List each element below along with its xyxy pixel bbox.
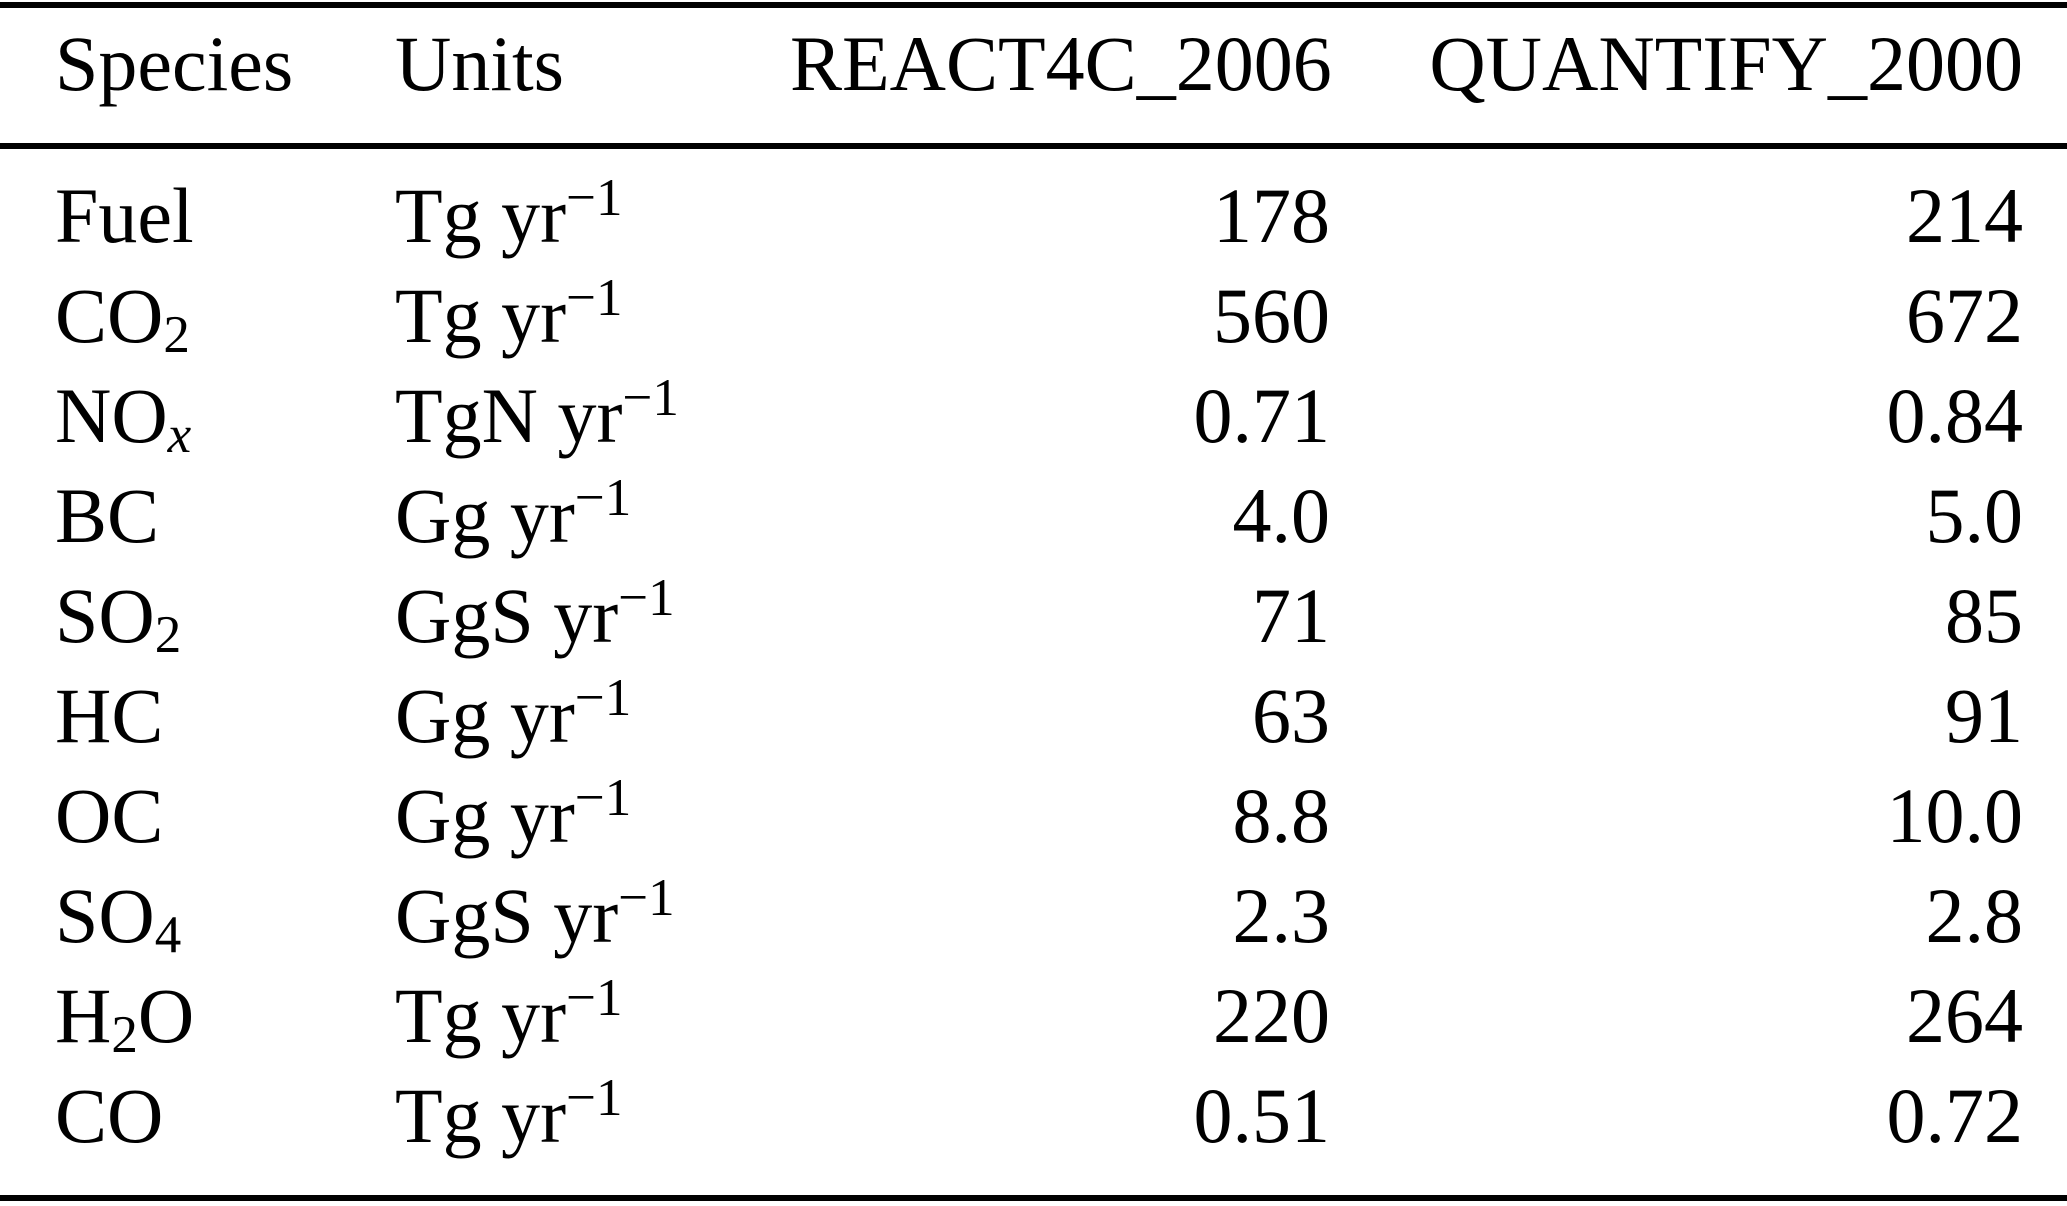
superscript: −1 — [566, 969, 623, 1028]
quantify-2000-value: 0.72 — [1886, 1072, 2024, 1159]
subscript: 2 — [154, 605, 182, 664]
text-segment: Fuel — [55, 172, 194, 259]
units-cell: TgN yr−1 — [395, 372, 790, 455]
superscript: −1 — [622, 369, 679, 428]
text-segment: TgN yr — [395, 372, 623, 459]
table-row: SO4 GgS yr−1 2.3 2.8 — [0, 872, 2067, 962]
quantify-2000-value: 2.8 — [1925, 872, 2024, 959]
column-header-react4c-2006: REACT4C_2006 — [790, 20, 1332, 107]
subscript: 2 — [111, 1005, 138, 1064]
text-segment: CO — [55, 272, 164, 359]
react4c-2006-value: 0.51 — [1193, 1072, 1331, 1159]
superscript: −1 — [574, 469, 632, 528]
text-segment: Tg yr — [395, 972, 567, 1059]
species-cell: SO2 — [55, 577, 395, 662]
quantify-2000-value: 0.84 — [1886, 372, 2024, 459]
text-segment: OC — [55, 772, 164, 859]
superscript: −1 — [566, 1069, 623, 1128]
quantify-2000-value: 5.0 — [1925, 472, 2024, 559]
table-row: SO2 GgS yr−1 71 85 — [0, 572, 2067, 662]
units-cell: Gg yr−1 — [395, 472, 790, 555]
units-cell: Gg yr−1 — [395, 672, 790, 755]
table-row: CO2 Tg yr−1 560 672 — [0, 272, 2067, 362]
table-row: Fuel Tg yr−1 178 214 — [0, 172, 2067, 259]
species-cell: HC — [55, 677, 395, 755]
text-segment: SO — [55, 872, 155, 959]
superscript: −1 — [618, 869, 675, 928]
superscript: −1 — [574, 769, 632, 828]
table-row: H2O Tg yr−1 220 264 — [0, 972, 2067, 1062]
species-cell: NOx — [55, 377, 395, 462]
subscript: x — [167, 405, 192, 464]
text-segment: Gg yr — [395, 472, 575, 559]
text-segment: O — [137, 972, 195, 1059]
react4c-2006-value: 71 — [1252, 572, 1330, 659]
text-segment: HC — [55, 672, 164, 759]
species-cell: OC — [55, 777, 395, 855]
text-segment: Gg yr — [395, 772, 575, 859]
column-header-species: Species — [55, 20, 294, 107]
units-cell: GgS yr−1 — [395, 872, 790, 955]
table-header-rule — [0, 143, 2067, 149]
column-header-units: Units — [395, 20, 565, 107]
quantify-2000-value: 264 — [1906, 972, 2023, 1059]
units-cell: Tg yr−1 — [395, 972, 790, 1055]
units-cell: Tg yr−1 — [395, 172, 790, 255]
text-segment: CO — [55, 1072, 164, 1159]
table-row: CO Tg yr−1 0.51 0.72 — [0, 1072, 2067, 1159]
table-row: HC Gg yr−1 63 91 — [0, 672, 2067, 759]
quantify-2000-value: 672 — [1906, 272, 2023, 359]
species-cell: CO2 — [55, 277, 395, 362]
quantify-2000-value: 85 — [1945, 572, 2023, 659]
species-cell: H2O — [55, 977, 395, 1062]
text-segment: NO — [55, 372, 168, 459]
text-segment: GgS yr — [395, 872, 619, 959]
column-header-quantify-2000: QUANTIFY_2000 — [1429, 20, 2023, 107]
table-bottom-rule — [0, 1195, 2067, 1201]
react4c-2006-value: 560 — [1213, 272, 1330, 359]
subscript: 4 — [154, 905, 182, 964]
text-segment: Tg yr — [395, 1072, 567, 1159]
subscript: 2 — [163, 305, 190, 364]
text-segment: GgS yr — [395, 572, 619, 659]
quantify-2000-value: 214 — [1906, 172, 2023, 259]
table-row: BC Gg yr−1 4.0 5.0 — [0, 472, 2067, 559]
quantify-2000-value: 10.0 — [1886, 772, 2024, 859]
superscript: −1 — [618, 569, 675, 628]
species-cell: Fuel — [55, 177, 395, 255]
text-segment: BC — [55, 472, 160, 559]
text-segment: Tg yr — [395, 172, 567, 259]
react4c-2006-value: 2.3 — [1232, 872, 1331, 959]
react4c-2006-value: 63 — [1252, 672, 1330, 759]
table-row: NOx TgN yr−1 0.71 0.84 — [0, 372, 2067, 462]
units-cell: GgS yr−1 — [395, 572, 790, 655]
table-top-rule — [0, 2, 2067, 8]
units-cell: Tg yr−1 — [395, 1072, 790, 1155]
text-segment: Gg yr — [395, 672, 575, 759]
react4c-2006-value: 0.71 — [1193, 372, 1331, 459]
text-segment: Tg yr — [395, 272, 567, 359]
react4c-2006-value: 220 — [1213, 972, 1330, 1059]
react4c-2006-value: 8.8 — [1232, 772, 1331, 859]
units-cell: Tg yr−1 — [395, 272, 790, 355]
superscript: −1 — [566, 269, 623, 328]
species-cell: CO — [55, 1077, 395, 1155]
react4c-2006-value: 4.0 — [1232, 472, 1331, 559]
units-cell: Gg yr−1 — [395, 772, 790, 855]
text-segment: H — [55, 972, 112, 1059]
table-row: OC Gg yr−1 8.8 10.0 — [0, 772, 2067, 859]
species-cell: SO4 — [55, 877, 395, 962]
react4c-2006-value: 178 — [1213, 172, 1330, 259]
table-header-row: Species Units REACT4C_2006 QUANTIFY_2000 — [0, 25, 2067, 103]
superscript: −1 — [574, 669, 632, 728]
superscript: −1 — [566, 169, 623, 228]
text-segment: SO — [55, 572, 155, 659]
species-cell: BC — [55, 477, 395, 555]
quantify-2000-value: 91 — [1945, 672, 2023, 759]
